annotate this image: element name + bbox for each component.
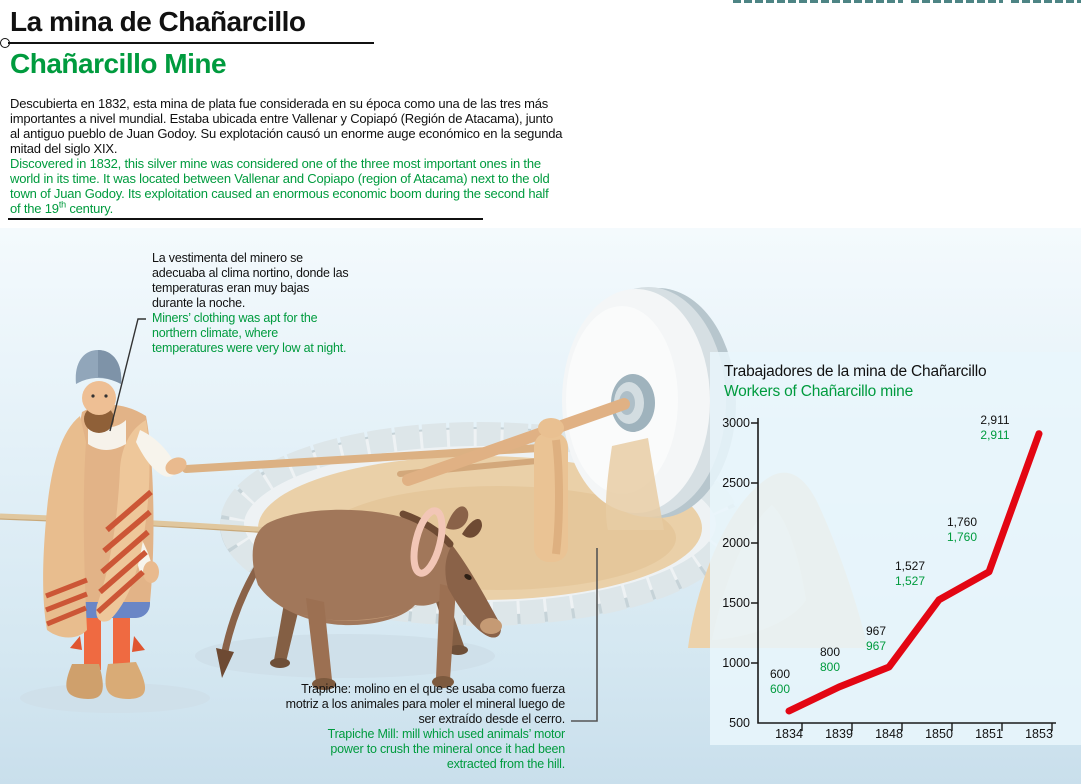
chart-title-english: Workers of Chañarcillo mine xyxy=(724,383,913,400)
intro-divider xyxy=(8,218,483,220)
intro-english-tail: of the 19th century. xyxy=(10,199,114,216)
value-label-es: 600 xyxy=(769,667,791,681)
title-rule xyxy=(8,42,374,44)
workers-line-series xyxy=(785,430,1043,715)
donkey-head xyxy=(445,545,501,638)
value-label-es: 1,760 xyxy=(946,515,978,529)
workers-chart-panel: Trabajadores de la mina de Chañarcillo W… xyxy=(710,352,1081,745)
x-axis-ticks xyxy=(801,723,1053,731)
workers-chart xyxy=(751,418,1056,731)
value-label-en: 800 xyxy=(819,660,841,674)
top-dash-strip xyxy=(911,0,1003,3)
intro-paragraphs: Descubierta en 1832, esta mina de plata … xyxy=(10,96,563,216)
top-dash-strip xyxy=(733,0,903,3)
chart-title-spanish: Trabajadores de la mina de Chañarcillo xyxy=(724,363,987,380)
y-tick-label: 3000 xyxy=(722,416,750,430)
value-label-en: 967 xyxy=(865,639,887,653)
miner-clothing-note: La vestimenta del minero se adecuaba al … xyxy=(152,251,349,356)
y-tick-label: 1500 xyxy=(722,596,750,610)
x-tick-label: 1834 xyxy=(775,727,803,741)
x-tick-label: 1839 xyxy=(825,727,853,741)
page-title-spanish: La mina de Chañarcillo xyxy=(10,6,306,37)
donkey xyxy=(216,506,502,690)
value-label-en: 2,911 xyxy=(980,428,1010,442)
value-label-es: 967 xyxy=(865,624,887,638)
intro-spanish: Descubierta en 1832, esta mina de plata … xyxy=(10,96,563,156)
x-tick-label: 1848 xyxy=(875,727,903,741)
value-label-en: 1,760 xyxy=(946,530,978,544)
value-label-es: 1,527 xyxy=(894,559,926,573)
center-post xyxy=(534,418,568,562)
miner-note-spanish: La vestimenta del minero se adecuaba al … xyxy=(152,251,349,310)
intro-english: Discovered in 1832, this silver mine was… xyxy=(10,156,562,216)
y-axis-ticks xyxy=(751,422,758,664)
top-dash-strip xyxy=(1011,0,1081,3)
x-tick-label: 1850 xyxy=(925,727,953,741)
x-tick-label: 1853 xyxy=(1025,727,1053,741)
miner-note-english: Miners’ clothing was apt for the norther… xyxy=(152,311,347,355)
y-tick-label: 500 xyxy=(729,716,750,730)
value-label-es: 2,911 xyxy=(980,413,1010,427)
x-tick-label: 1851 xyxy=(975,727,1003,741)
y-tick-label: 2500 xyxy=(722,476,750,490)
donkey-collar xyxy=(410,507,446,577)
page-title-english: Chañarcillo Mine xyxy=(10,48,227,79)
trapiche-note-spanish: Trapiche: molino en el que se usaba como… xyxy=(285,682,566,726)
trapiche-note: Trapiche: molino en el que se usaba como… xyxy=(285,682,566,772)
y-tick-label: 1000 xyxy=(722,656,750,670)
value-label-es: 800 xyxy=(819,645,841,659)
value-label-en: 1,527 xyxy=(894,574,926,588)
miner-leader-line xyxy=(109,318,146,432)
y-tick-label: 2000 xyxy=(722,536,750,550)
chart-axes xyxy=(757,418,1056,724)
mill-leader-line xyxy=(571,548,598,722)
trapiche-note-english: Trapiche Mill: mill which used animals’ … xyxy=(327,727,566,771)
miner-figure xyxy=(43,350,187,699)
value-label-en: 600 xyxy=(769,682,791,696)
intro-english-lines: Discovered in 1832, this silver mine was… xyxy=(10,156,550,201)
